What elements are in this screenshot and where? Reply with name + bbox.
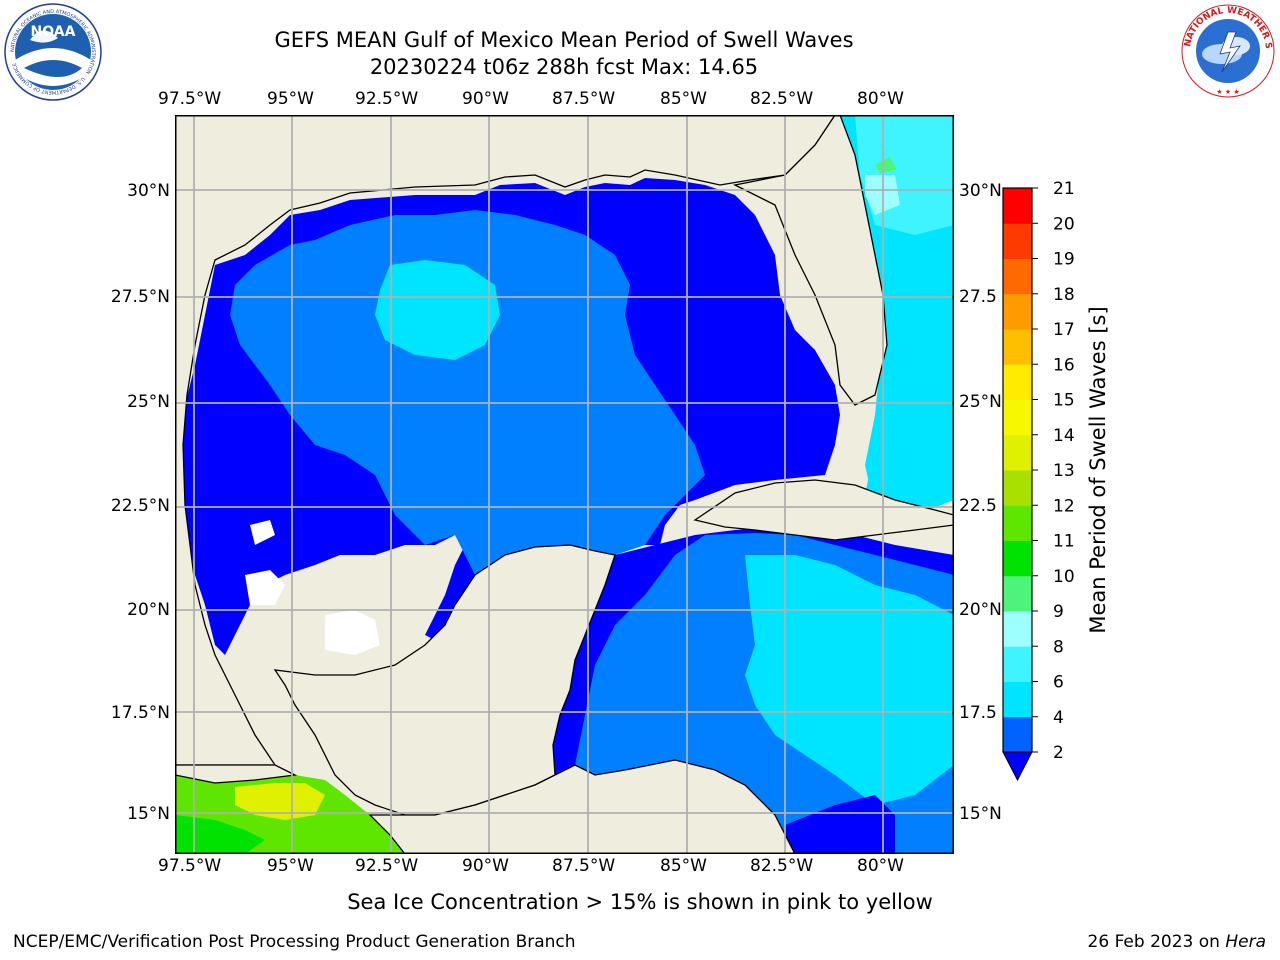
lat-label-right: 27.5 <box>959 287 997 307</box>
colorbar-segment <box>1003 540 1032 577</box>
lon-label-bottom: 95°W <box>267 856 314 876</box>
map-frame <box>175 115 954 854</box>
map-title: GEFS MEAN Gulf of Mexico Mean Period of … <box>274 28 854 52</box>
us-gulf-coast <box>175 115 836 766</box>
sea-ice-note-text: Sea Ice Concentration > 15% is shown in … <box>347 890 933 914</box>
colorbar-segment <box>1003 611 1032 647</box>
colorbar-segment <box>1003 258 1032 295</box>
colorbar-tick-label: 19 <box>1053 250 1075 270</box>
lon-label-bottom: 90°W <box>462 856 509 876</box>
colorbar: 2 4 6 8 9 10 11 12 13 14 15 16 17 18 19 20 21 <box>1002 180 1075 782</box>
swell-band-9-10 <box>875 157 897 173</box>
colorbar-tick-label: 18 <box>1053 285 1075 305</box>
pacific-band-yellow <box>235 783 325 820</box>
sea-ice-note: Sea Ice Concentration > 15% is shown in … <box>0 890 1280 914</box>
lon-label-bottom: 80°W <box>857 856 904 876</box>
colorbar-tick-label: 11 <box>1053 532 1075 552</box>
lon-label-top: 85°W <box>660 89 707 109</box>
colorbar-tick-label: 6 <box>1053 673 1064 693</box>
lon-label-top: 97.5°W <box>158 89 222 109</box>
lat-label-left: 17.5°N <box>110 703 170 723</box>
gulf-of-mexico-map <box>175 115 954 854</box>
central-america-land <box>368 759 796 854</box>
lon-label-top: 92.5°W <box>355 89 419 109</box>
colorbar-segment <box>1003 434 1032 471</box>
mexico-land <box>175 764 298 784</box>
colorbar-tick-label: 14 <box>1053 426 1075 446</box>
lon-label-bottom: 87.5°W <box>552 856 616 876</box>
footer-date: 26 Feb 2023 on <box>1087 932 1226 952</box>
colorbar-tick-label: 20 <box>1053 214 1075 234</box>
pacific-band-green <box>175 815 265 854</box>
colorbar-tick-label: 8 <box>1053 637 1064 657</box>
missing-data-area <box>325 610 380 655</box>
lat-label-right: 15°N <box>959 804 1002 824</box>
colorbar-label: Mean Period of Swell Waves [s] <box>1086 306 1110 634</box>
lon-label-top: 90°W <box>462 89 509 109</box>
lat-label-left: 20°N <box>127 600 170 620</box>
colorbar-under-triangle <box>1002 751 1033 782</box>
colorbar-segment <box>1003 470 1032 506</box>
map-subtitle: 20230224 t06z 288h fcst Max: 14.65 <box>369 55 759 79</box>
noaa-logo-text: NOAA <box>31 24 76 40</box>
lat-label-left: 22.5°N <box>110 496 170 516</box>
colorbar-tick-label: 4 <box>1053 708 1064 728</box>
colorbar-tick-label: 17 <box>1053 320 1075 340</box>
lat-label-left: 30°N <box>127 181 170 201</box>
colorbar-segment <box>1003 399 1032 436</box>
swell-band-under-2 <box>785 795 895 854</box>
colorbar-segment <box>1003 716 1032 753</box>
lat-label-right: 17.5 <box>959 703 997 723</box>
lon-label-bottom: 82.5°W <box>750 856 814 876</box>
colorbar-segment <box>1003 293 1032 330</box>
swell-band-4-6 <box>745 555 954 805</box>
lat-label-right: 20°N <box>959 600 1002 620</box>
colorbar-segment <box>1003 505 1032 541</box>
footer-left: NCEP/EMC/Verification Post Processing Pr… <box>13 932 576 952</box>
colorbar-segment <box>1003 364 1032 400</box>
colorbar-tick-label: 21 <box>1053 180 1075 199</box>
cuba-island <box>693 479 954 541</box>
lon-label-top: 87.5°W <box>552 89 616 109</box>
lon-label-top: 80°W <box>857 89 904 109</box>
noaa-logo-icon: NOAA NATIONAL OCEANIC AND ATMOSPHERIC AD… <box>4 3 102 101</box>
lon-label-bottom: 85°W <box>660 856 707 876</box>
lat-label-left: 15°N <box>127 804 170 824</box>
footer-host: Hera <box>1225 932 1266 952</box>
lat-label-left: 25°N <box>127 392 170 412</box>
lon-label-top: 95°W <box>267 89 314 109</box>
swell-band-4-6 <box>375 260 500 360</box>
lat-label-right: 22.5 <box>959 496 997 516</box>
lon-label-bottom: 97.5°W <box>158 856 222 876</box>
colorbar-tick-label: 2 <box>1053 743 1064 763</box>
lon-label-top: 82.5°W <box>750 89 814 109</box>
colorbar-tick-label: 15 <box>1053 391 1075 411</box>
colorbar-segment <box>1003 223 1032 259</box>
colorbar-tick-label: 12 <box>1053 496 1075 516</box>
colorbar-tick-label: 9 <box>1053 602 1064 622</box>
colorbar-segment <box>1003 575 1032 612</box>
missing-data-area <box>245 570 285 605</box>
missing-data-area <box>250 520 275 545</box>
colorbar-segment <box>1003 646 1032 682</box>
colorbar-segment <box>1003 188 1032 224</box>
svg-text:★ ★ ★: ★ ★ ★ <box>1216 88 1239 96</box>
lon-label-bottom: 92.5°W <box>355 856 419 876</box>
lat-label-right: 25°N <box>959 392 1002 412</box>
colorbar-tick-label: 10 <box>1053 567 1075 587</box>
colorbar-tick-label: 16 <box>1053 355 1075 375</box>
colorbar-segment <box>1003 329 1032 365</box>
colorbar-tick-label: 13 <box>1053 461 1075 481</box>
footer-right: 26 Feb 2023 on Hera <box>1088 932 1266 952</box>
map-graticule <box>175 115 954 854</box>
lat-label-right: 30°N <box>959 181 1002 201</box>
lat-label-left: 27.5°N <box>110 287 170 307</box>
colorbar-segment <box>1003 681 1032 718</box>
nws-logo-icon: NATIONAL WEATHER SERVICE ★ ★ ★ <box>1178 2 1275 98</box>
